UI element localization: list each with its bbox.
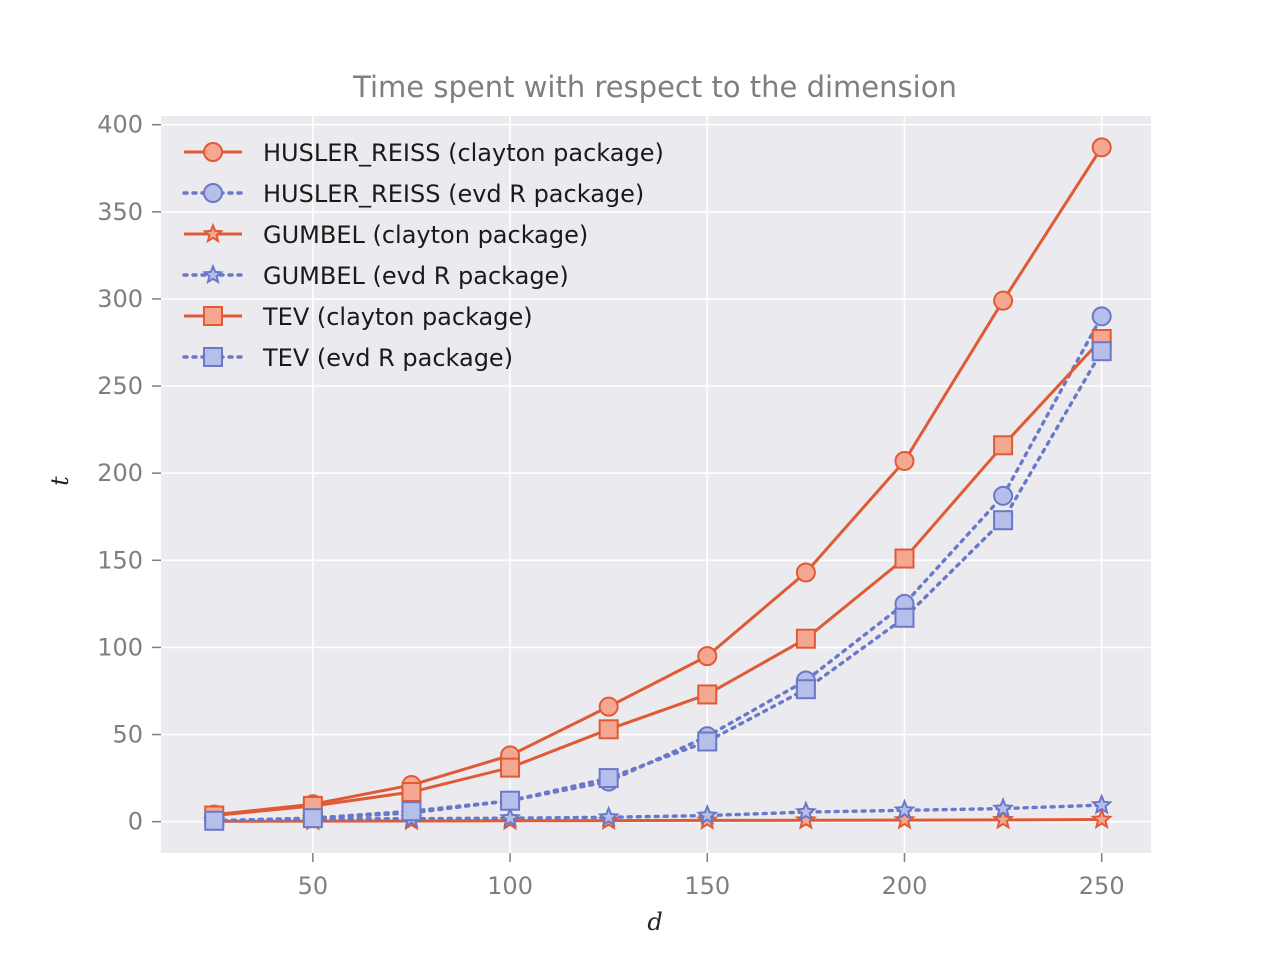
y-tick-label: 250 (97, 372, 143, 400)
data-point-circle (697, 646, 718, 667)
data-point-square (1091, 341, 1112, 362)
data-point-square (993, 510, 1014, 531)
legend-entry: GUMBEL (evd R package) (182, 262, 569, 290)
series-layer (203, 137, 1113, 831)
legend-entry: TEV (evd R package) (182, 344, 513, 372)
x-tick-label: 200 (882, 872, 928, 900)
data-point-star (794, 808, 817, 830)
data-point-square (302, 808, 323, 829)
series-line (212, 803, 1104, 823)
legend-marker-star (202, 263, 224, 285)
data-point-square (598, 719, 619, 740)
series-line (214, 146, 1103, 817)
legend-entry: TEV (clayton package) (184, 303, 533, 331)
y-tick-label: 0 (128, 808, 143, 836)
legend-marker-star (202, 222, 224, 244)
grid (161, 116, 1151, 853)
chart-title: Time spent with respect to the dimension (352, 70, 957, 104)
data-point-square (697, 684, 718, 705)
y-axis-label: t (46, 476, 74, 486)
legend-entry: HUSLER_REISS (clayton package) (184, 139, 664, 167)
data-point-square (204, 810, 225, 831)
data-point-square (697, 731, 718, 752)
series-3 (203, 793, 1113, 831)
y-tick-label: 200 (97, 459, 143, 487)
data-point-star (696, 803, 719, 825)
data-point-square (795, 628, 816, 649)
data-point-star (498, 806, 522, 828)
data-point-circle (993, 290, 1014, 311)
legend-marker-square (203, 306, 223, 326)
data-point-star (794, 800, 817, 822)
data-point-circle (1091, 137, 1112, 158)
legend-entry: HUSLER_REISS (evd R package) (182, 180, 644, 208)
x-axis-label: d (647, 908, 662, 936)
data-point-square (500, 790, 521, 811)
data-point-circle (993, 485, 1014, 506)
data-point-star (1090, 793, 1113, 815)
y-tick-label: 350 (97, 198, 143, 226)
legend-label: TEV (clayton package) (262, 303, 533, 331)
legend-label: TEV (evd R package) (262, 344, 513, 372)
y-tick-label: 400 (97, 111, 143, 139)
data-point-square (401, 801, 422, 822)
legend-marker-circle (203, 142, 223, 162)
data-point-square (500, 757, 521, 778)
x-tick-label: 150 (684, 872, 730, 900)
legend-entry: GUMBEL (clayton package) (184, 221, 588, 249)
series-line (214, 337, 1103, 818)
data-point-square (993, 435, 1014, 456)
data-point-square (894, 607, 915, 628)
data-point-circle (1091, 306, 1112, 327)
legend-marker-square (203, 347, 223, 367)
legend-label: GUMBEL (clayton package) (263, 221, 588, 249)
x-tick-label: 50 (298, 872, 329, 900)
y-tick-label: 50 (112, 721, 143, 749)
data-point-star (893, 808, 916, 830)
ticks: 0 50 100 150 200 250 300 350 400 50 100 150 200 250 (97, 111, 1124, 900)
data-point-star (893, 798, 916, 820)
legend-marker-circle (203, 183, 223, 203)
legend: HUSLER_REISS (clayton package) HUSLER_REI… (182, 139, 664, 372)
series-line (212, 349, 1104, 823)
data-point-circle (598, 696, 619, 717)
data-point-star (1090, 807, 1113, 829)
data-point-circle (894, 450, 915, 471)
data-point-circle (795, 562, 816, 583)
data-point-square (894, 548, 915, 569)
legend-label: GUMBEL (evd R package) (263, 262, 569, 290)
x-tick-label: 250 (1079, 872, 1125, 900)
x-tick-label: 100 (487, 872, 533, 900)
data-point-star (992, 796, 1015, 818)
series-line (214, 818, 1102, 823)
y-tick-label: 300 (97, 285, 143, 313)
series-5 (204, 341, 1112, 831)
legend-label: HUSLER_REISS (evd R package) (263, 180, 644, 208)
y-tick-label: 100 (97, 633, 143, 661)
data-point-square (401, 782, 422, 803)
y-tick-label: 150 (97, 546, 143, 574)
data-point-square (598, 768, 619, 789)
plot-background (161, 116, 1151, 853)
data-point-square (795, 679, 816, 700)
data-point-star (597, 805, 620, 827)
legend-label: HUSLER_REISS (clayton package) (263, 139, 664, 167)
